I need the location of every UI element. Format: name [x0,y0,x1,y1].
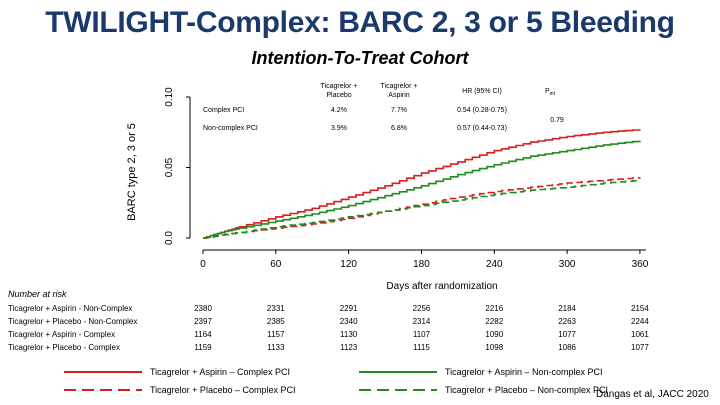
curves-group [203,129,641,239]
nar-cell: 1115 [413,343,430,352]
nar-cell: 1086 [558,343,576,352]
nar-cell: 2385 [267,317,285,326]
series-line-1 [203,129,641,239]
x-tick-label: 0 [200,259,206,270]
nar-cell: 1157 [267,330,285,339]
inset-header-placebo-2: Placebo [326,92,351,99]
page-title: TWILIGHT-Complex: BARC 2, 3 or 5 Bleedin… [45,6,675,39]
inset-header-aspirin-1: Ticagrelor + [381,83,418,90]
nar-cell: 2154 [631,304,649,313]
nar-cell: 1061 [631,330,649,339]
axis-ticks: 0 60 120 180 240 300 360 0.0 0.05 0.10 [164,87,649,270]
inset-table: Ticagrelor + Placebo Ticagrelor + Aspiri… [203,83,564,132]
inset-header-placebo-1: Ticagrelor + [321,83,358,90]
inset-row2-label: Non-complex PCI [203,125,258,132]
nar-cell: 2244 [631,317,649,326]
y-tick-label: 0.05 [164,157,175,177]
inset-header-aspirin-2: Aspirin [388,92,410,99]
inset-row1-aspirin: 7.7% [391,107,407,114]
nar-cell: 2256 [413,304,431,313]
legend-label: Ticagrelor + Aspirin – Non-complex PCI [445,367,602,377]
nar-cell: 2291 [340,304,358,313]
nar-cell: 2340 [340,317,358,326]
nar-cell: 1098 [485,343,503,352]
x-tick-label: 180 [413,259,430,270]
nar-row-label: Ticagrelor + Placebo - Complex [8,343,120,352]
nar-row-label: Ticagrelor + Aspirin - Complex [8,330,115,339]
x-tick-label: 360 [632,259,649,270]
nar-cell: 2216 [485,304,503,313]
y-tick-label: 0.10 [164,87,175,107]
x-tick-label: 300 [559,259,576,270]
legend: Ticagrelor + Aspirin – Complex PCI Ticagr… [64,367,608,395]
y-tick-label: 0.0 [164,231,175,245]
x-axis-title: Days after randomization [386,281,497,292]
nar-cell: 2184 [558,304,576,313]
nar-cell: 1107 [413,330,431,339]
inset-row1-placebo: 4.2% [331,107,347,114]
nar-cell: 1159 [194,343,212,352]
nar-cell: 2282 [485,317,503,326]
inset-row2-placebo: 3.9% [331,125,347,132]
inset-row2-aspirin: 6.8% [391,125,407,132]
nar-cell: 2331 [267,304,285,313]
x-tick-label: 120 [340,259,357,270]
number-at-risk-table: Ticagrelor + Aspirin - Non-Complex 2380 23… [8,304,649,352]
series-line-4 [203,180,641,239]
nar-cell: 1077 [631,343,649,352]
nar-row-label: Ticagrelor + Aspirin - Non-Complex [8,304,132,313]
nar-cell: 1090 [485,330,503,339]
citation: Dangas et al, JACC 2020 [596,389,709,400]
y-axis-title: BARC type 2, 3 or 5 [126,123,138,221]
legend-label: Ticagrelor + Placebo – Non-complex PCI [445,385,608,395]
nar-cell: 1164 [194,330,212,339]
legend-label: Ticagrelor + Placebo – Complex PCI [150,385,295,395]
inset-header-hr: HR (95% CI) [462,88,502,95]
nar-cell: 1133 [267,343,285,352]
nar-cell: 2263 [558,317,576,326]
page-subtitle: Intention-To-Treat Cohort [251,48,469,68]
nar-cell: 1123 [340,343,358,352]
inset-header-pint: Pint [545,88,556,97]
series-line-2 [203,140,641,239]
nar-row-label: Ticagrelor + Placebo - Non-Complex [8,317,137,326]
x-tick-label: 240 [486,259,503,270]
nar-cell: 2314 [413,317,431,326]
inset-row2-hr: 0.57 (0.44-0.73) [457,125,507,132]
inset-row1-label: Complex PCI [203,107,244,114]
nar-cell: 2397 [194,317,212,326]
inset-row1-hr: 0.54 (0.28-0.75) [457,107,507,114]
nar-cell: 1130 [340,330,358,339]
nar-cell: 2380 [194,304,212,313]
nar-cell: 1077 [558,330,576,339]
legend-label: Ticagrelor + Aspirin – Complex PCI [150,367,290,377]
number-at-risk-title: Number at risk [8,289,67,299]
inset-p-interaction: 0.79 [550,117,564,124]
x-tick-label: 60 [270,259,282,270]
